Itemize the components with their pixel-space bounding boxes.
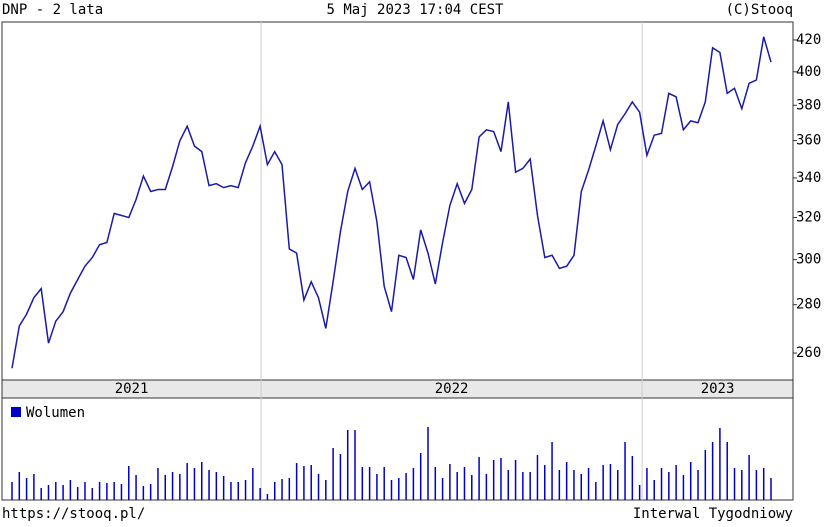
- y-tick-label: 420: [796, 32, 821, 48]
- y-tick-label: 260: [796, 345, 821, 361]
- legend-swatch: [11, 407, 21, 417]
- year-band: [2, 380, 793, 398]
- y-tick-label: 280: [796, 297, 821, 313]
- frame: [1, 21, 794, 501]
- credit: (C)Stooq: [726, 2, 793, 18]
- y-tick-label: 400: [796, 64, 821, 80]
- y-tick-label: 340: [796, 170, 821, 186]
- y-tick-label: 320: [796, 210, 821, 226]
- x-tick-label: 2022: [435, 381, 469, 397]
- chart-title: DNP - 2 lata: [2, 2, 103, 18]
- x-tick-label: 2021: [115, 381, 149, 397]
- chart-subtitle: 5 Maj 2023 17:04 CEST: [326, 2, 504, 18]
- legend-label: Wolumen: [26, 405, 85, 421]
- interval: Interwal Tygodniowy: [633, 506, 793, 522]
- y-tick-label: 360: [796, 133, 821, 149]
- price-line: [11, 36, 772, 369]
- y-tick-label: 380: [796, 97, 821, 113]
- y-tick-label: 300: [796, 252, 821, 268]
- source: https://stooq.pl/: [2, 506, 145, 522]
- x-tick-label: 2023: [701, 381, 735, 397]
